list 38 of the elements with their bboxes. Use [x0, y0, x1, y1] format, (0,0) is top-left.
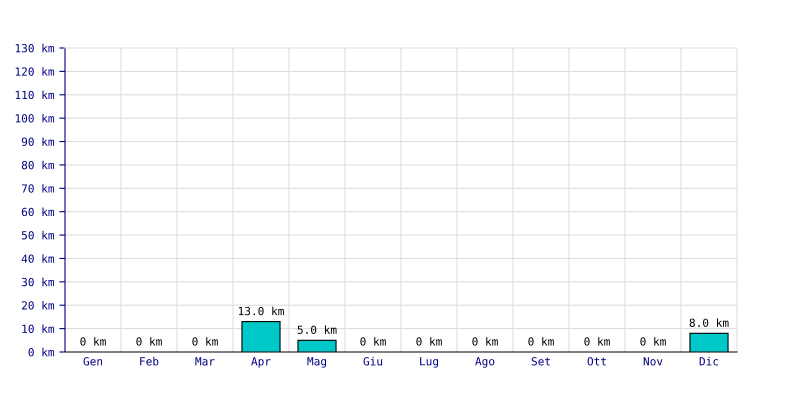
y-tick-label: 110 km: [16, 90, 54, 100]
x-tick-label: Lug: [420, 357, 438, 368]
data-label: 0 km: [640, 337, 666, 346]
y-tick-label: 100 km: [16, 114, 54, 123]
x-tick-label: Mar: [195, 357, 215, 366]
y-tick-label: 50 km: [22, 230, 54, 240]
y-tick-label: 30 km: [22, 278, 54, 286]
x-tick-label: Set: [532, 357, 550, 366]
data-label: 13.0 km: [238, 306, 284, 316]
y-tick-label: 20 km: [22, 301, 54, 310]
data-label: 0 km: [80, 337, 106, 346]
y-tick-label: 80 km: [22, 160, 54, 170]
data-label: 0 km: [192, 337, 218, 346]
x-tick-label: Feb: [140, 356, 158, 366]
x-tick-label: Ago: [475, 357, 494, 368]
x-tick-label: Dic: [700, 356, 718, 366]
data-label: 0 km: [472, 337, 498, 346]
y-tick-label: 0 km: [28, 348, 54, 356]
y-tick-label: 130 km: [16, 44, 54, 52]
x-tick-label: Giu: [364, 356, 382, 366]
data-label: 0 km: [528, 337, 554, 346]
y-tick-label: 10 km: [22, 324, 54, 334]
y-tick-label: 90 km: [22, 137, 54, 146]
data-label: 0 km: [584, 337, 610, 346]
data-label: 0 km: [136, 337, 162, 346]
y-tick-label: 40 km: [22, 254, 54, 263]
y-tick-label: 120 km: [16, 67, 54, 76]
y-tick-label: 60 km: [22, 208, 54, 216]
y-tick-label: 70 km: [22, 184, 54, 193]
data-label: 0 km: [416, 337, 442, 346]
data-label: 5.0 km: [298, 325, 337, 334]
x-tick-label: Ott: [588, 357, 606, 366]
x-tick-label: Apr: [251, 357, 271, 368]
data-label: 0 km: [360, 337, 386, 346]
x-tick-label: Mag: [307, 357, 326, 368]
data-label: 8.0 km: [690, 318, 729, 327]
x-tick-label: Nov: [644, 357, 662, 366]
x-tick-label: Gen: [84, 357, 102, 366]
